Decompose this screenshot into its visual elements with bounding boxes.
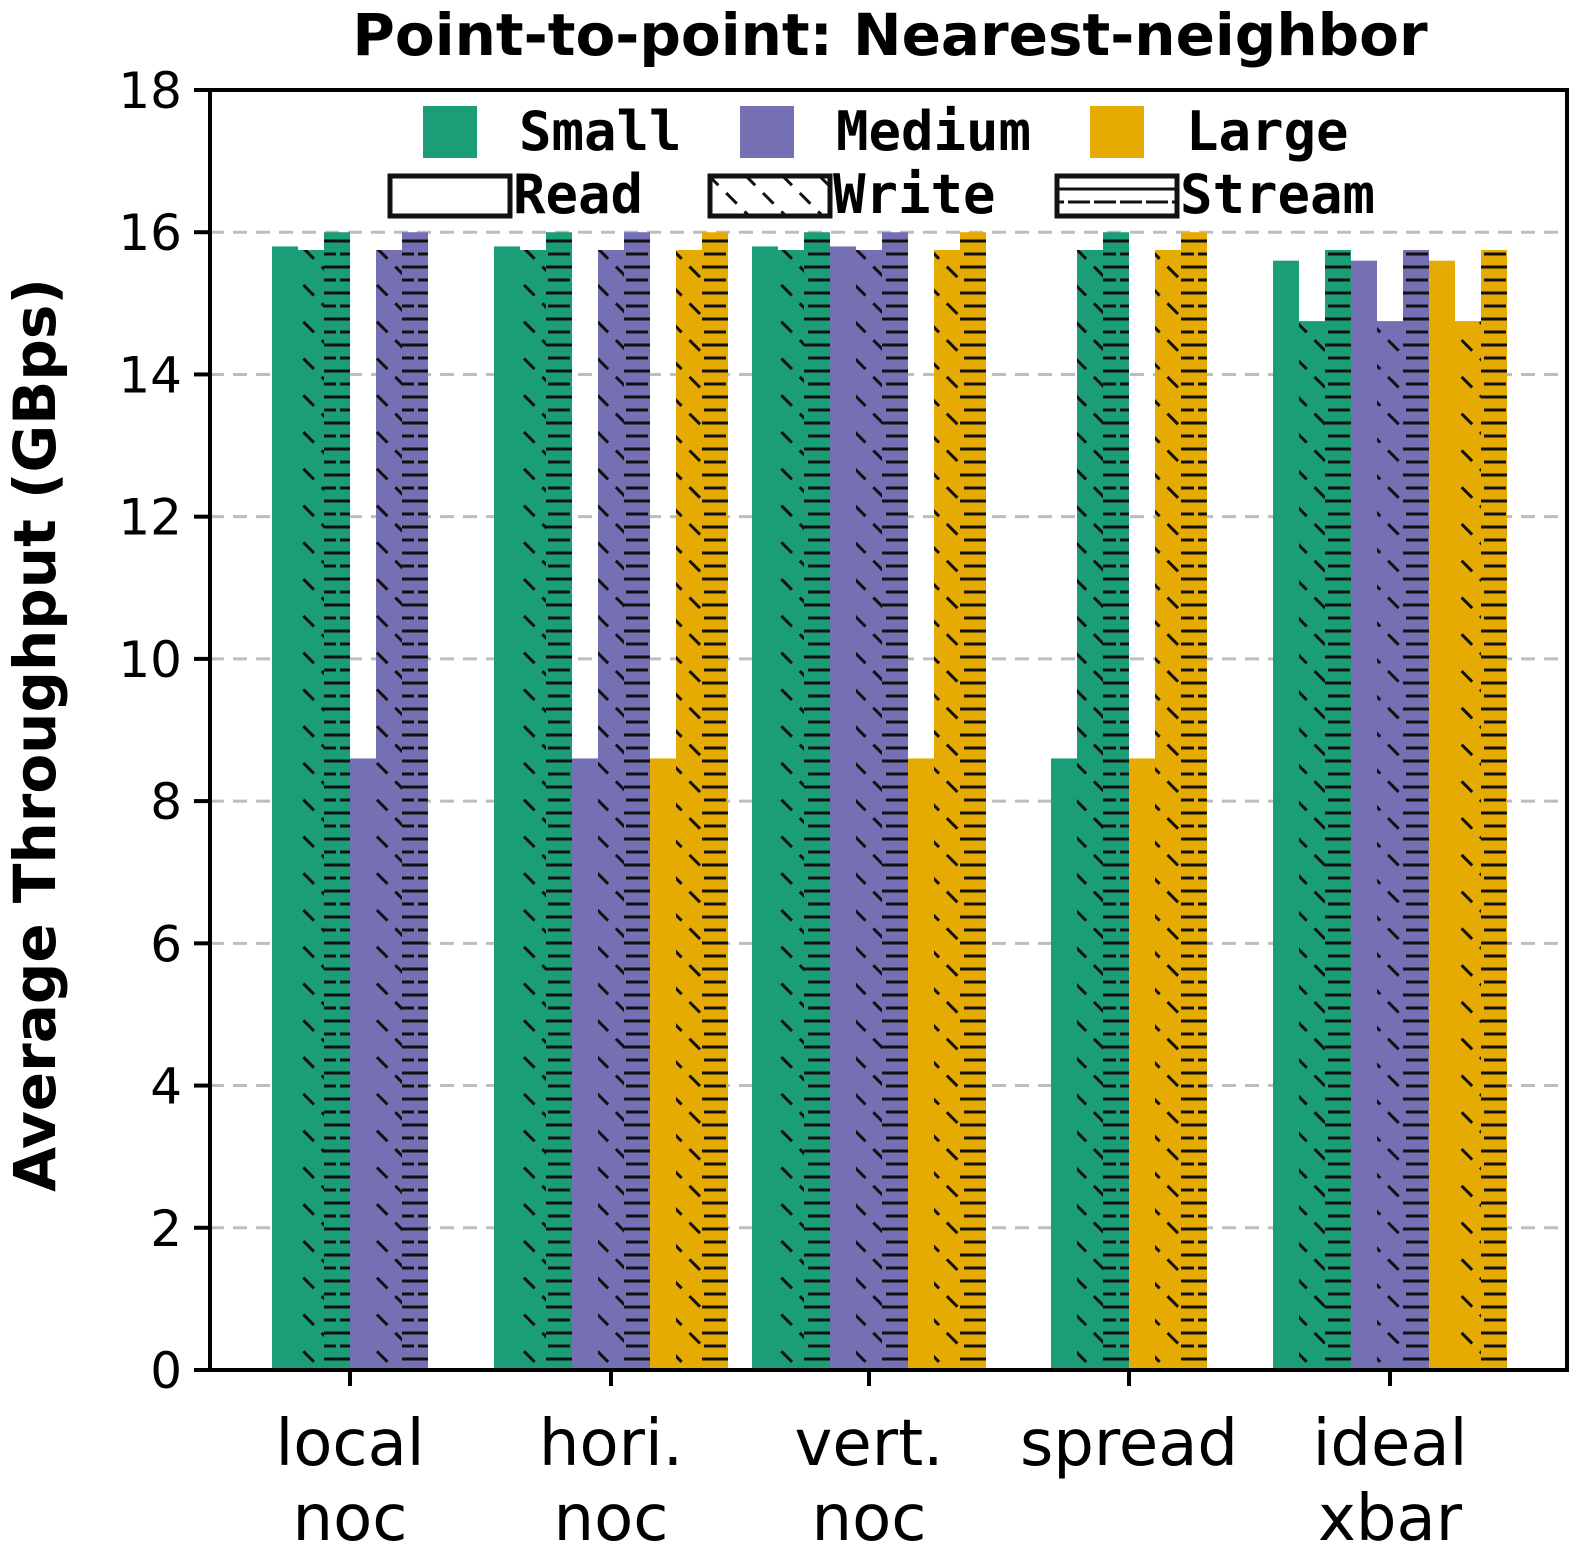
legend-label: Medium	[836, 100, 1031, 163]
legend-item-large: Large	[1090, 100, 1349, 163]
bar-medium-stream	[624, 232, 650, 1371]
bar-small-stream	[1103, 232, 1129, 1371]
bar-small-read	[1273, 260, 1299, 1371]
y-axis-label: Average Throughput (GBps)	[1, 278, 69, 1192]
legend-label: Small	[519, 100, 682, 163]
bar-large-read	[1129, 758, 1155, 1370]
bar-medium-write	[598, 250, 624, 1370]
x-tick-label: spread	[1020, 1407, 1238, 1481]
legend-item-stream: Stream	[1054, 163, 1375, 226]
x-tick-label: ideal	[1313, 1407, 1468, 1481]
bar-medium-stream	[882, 232, 908, 1371]
bar-medium-write	[376, 250, 402, 1370]
legend-swatch	[1090, 106, 1144, 158]
legend-swatch	[707, 173, 833, 219]
legend-label: Write	[833, 163, 996, 226]
y-tick-label: 18	[118, 62, 182, 120]
bar-small-stream	[804, 232, 830, 1371]
x-tick-label: noc	[293, 1482, 408, 1548]
bar-large-read	[908, 758, 934, 1370]
legend-swatch	[740, 106, 794, 158]
bar-small-write	[298, 250, 324, 1370]
bar-large-stream	[1481, 250, 1507, 1370]
y-tick-label: 8	[150, 773, 182, 831]
x-tick-label: vert.	[795, 1407, 944, 1481]
x-tick-label: noc	[812, 1482, 927, 1548]
bar-medium-write	[856, 250, 882, 1370]
bar-small-read	[272, 246, 298, 1370]
y-tick-label: 4	[150, 1058, 182, 1116]
bar-medium-stream	[1403, 250, 1429, 1370]
bar-medium-stream	[402, 232, 428, 1371]
chart-title: Point-to-point: Nearest-neighbor	[352, 1, 1428, 69]
bar-small-stream	[324, 232, 350, 1371]
bar-medium-read	[830, 246, 856, 1370]
bar-medium-read	[350, 758, 376, 1370]
bar-small-read	[1051, 758, 1077, 1370]
y-tick-label: 6	[150, 915, 182, 973]
legend-swatch	[1054, 173, 1180, 219]
bar-medium-write	[1377, 321, 1403, 1371]
bar-large-read	[1429, 260, 1455, 1371]
bar-small-stream	[1325, 250, 1351, 1370]
legend-swatch	[423, 106, 477, 158]
bar-large-stream	[1181, 232, 1207, 1371]
x-tick-label: noc	[554, 1482, 669, 1548]
legend-item-read: Read	[387, 163, 643, 226]
legend-item-write: Write	[707, 163, 996, 226]
bar-medium-read	[1351, 260, 1377, 1371]
y-axis-ticks: 0 2 4 6 8 10 12 14 16 18	[118, 62, 210, 1400]
bar-medium-read	[572, 758, 598, 1370]
bars	[272, 232, 1507, 1371]
y-tick-label: 0	[150, 1342, 182, 1400]
legend-swatch	[387, 173, 513, 219]
y-tick-label: 12	[118, 489, 182, 547]
y-tick-label: 14	[118, 346, 182, 404]
x-tick-label: xbar	[1318, 1482, 1463, 1548]
bar-large-stream	[702, 232, 728, 1371]
plot-frame	[208, 88, 1569, 1372]
bar-small-stream	[546, 232, 572, 1371]
bar-small-read	[494, 246, 520, 1370]
bar-large-write	[1455, 321, 1481, 1371]
x-tick-label: hori.	[539, 1407, 683, 1481]
y-tick-label: 2	[150, 1200, 182, 1258]
bar-large-write	[676, 250, 702, 1370]
legend-label: Read	[513, 163, 643, 226]
bar-small-write	[778, 250, 804, 1370]
legend-item-medium: Medium	[740, 100, 1031, 163]
bar-large-write	[934, 250, 960, 1370]
bar-large-write	[1155, 250, 1181, 1370]
bar-small-write	[520, 250, 546, 1370]
legend-label: Stream	[1180, 163, 1375, 226]
y-tick-label: 16	[118, 204, 182, 262]
x-tick-label: local	[275, 1407, 424, 1481]
bar-large-read	[650, 758, 676, 1370]
legend-label: Large	[1186, 100, 1349, 163]
legend-item-small: Small	[423, 100, 682, 163]
bar-small-write	[1299, 321, 1325, 1371]
bar-small-write	[1077, 250, 1103, 1370]
bar-large-stream	[960, 232, 986, 1371]
y-tick-label: 10	[118, 631, 182, 689]
bar-small-read	[752, 246, 778, 1370]
legend: Small Medium Large Read Write Stream	[387, 100, 1375, 226]
